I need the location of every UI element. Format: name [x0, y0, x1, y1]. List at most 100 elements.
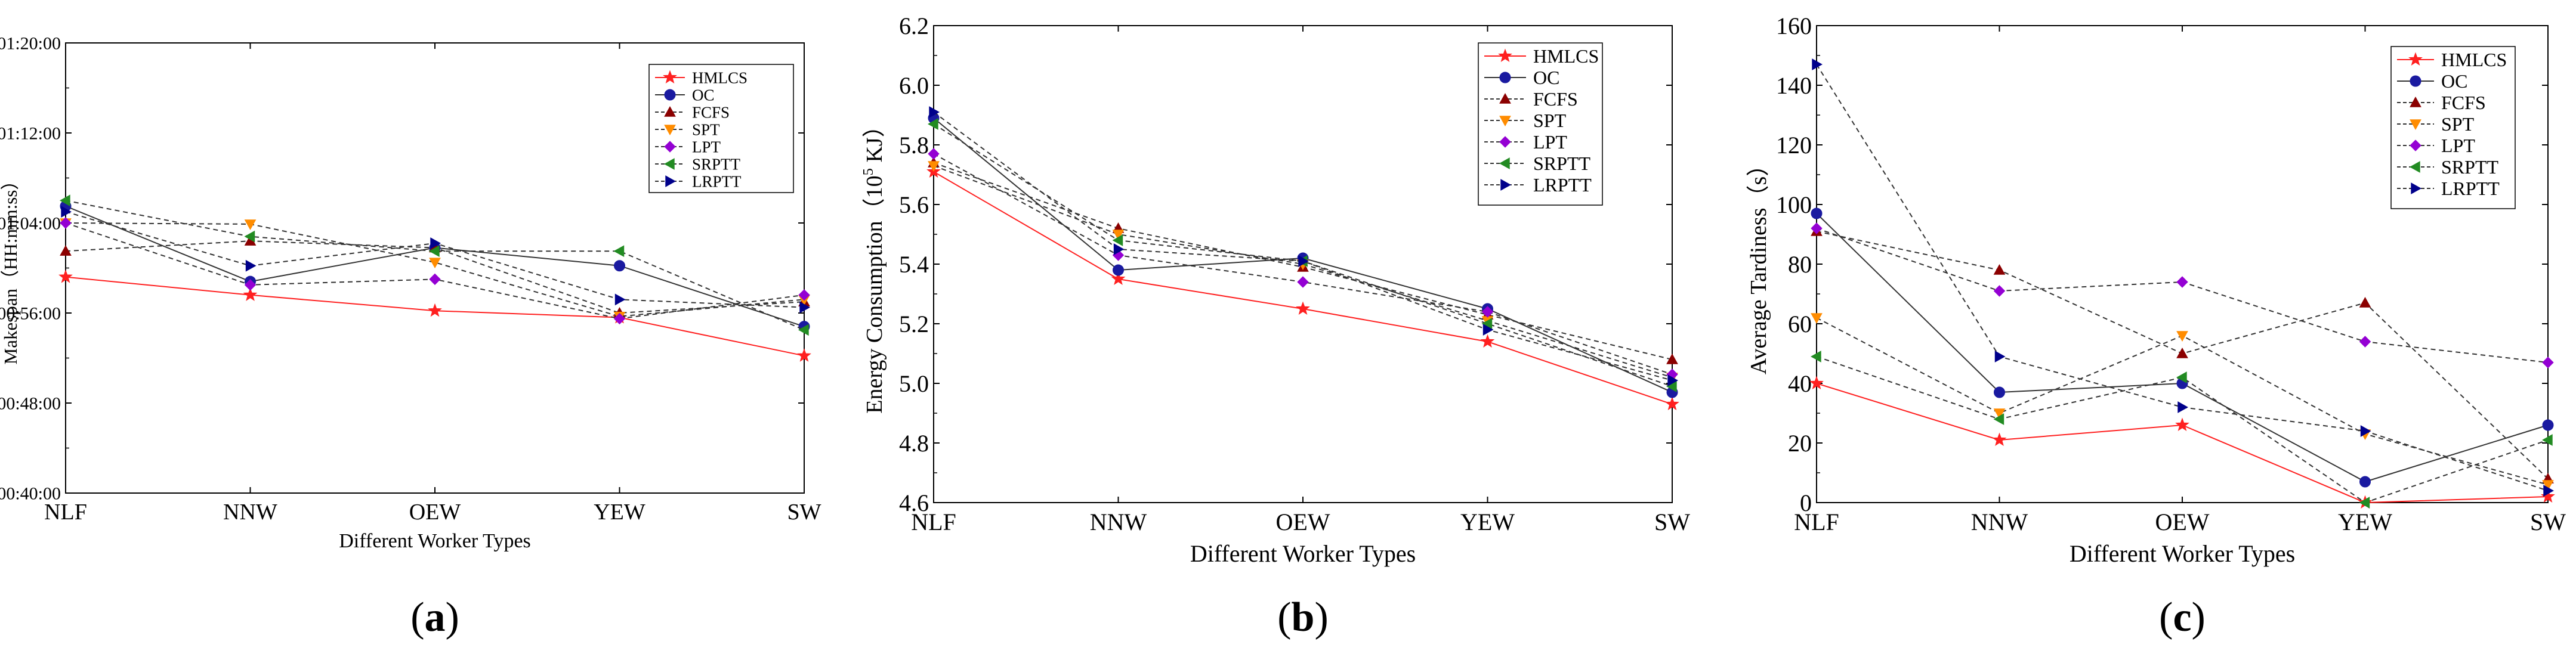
series-spt: [1811, 313, 2554, 491]
data-point: [2360, 425, 2371, 437]
data-point: [1481, 306, 1494, 318]
data-point: [614, 293, 626, 306]
data-point: [797, 348, 811, 362]
y-tick-label: 0: [1800, 489, 1812, 516]
y-tick-label: 60: [1788, 311, 1812, 337]
y-tick-label: 160: [1776, 13, 1812, 39]
legend-marker: [1499, 136, 1511, 148]
series-srptt: [59, 194, 809, 336]
legend-label: LRPTT: [1533, 174, 1592, 196]
data-point: [2542, 480, 2554, 491]
series-hmlcs: [1809, 376, 2555, 509]
legend-marker: [1498, 48, 1512, 63]
legend-label: SPT: [1533, 110, 1567, 131]
x-axis-label: Different Worker Types: [2070, 540, 2295, 567]
data-point: [1809, 376, 1824, 390]
x-axis-label: Different Worker Types: [339, 530, 531, 552]
legend-label: LRPTT: [2441, 178, 2500, 199]
data-point: [60, 217, 72, 229]
data-point: [614, 260, 625, 272]
y-tick-label: 4.8: [899, 430, 929, 457]
legend-marker: [664, 125, 676, 136]
data-point: [613, 312, 626, 325]
x-tick-label: YEW: [2338, 509, 2392, 535]
data-point: [1297, 276, 1309, 288]
y-axis-label: Makespan（HH:mm:ss）: [0, 172, 21, 365]
data-point: [1993, 285, 2006, 297]
y-tick-label: 5.0: [899, 370, 929, 397]
data-point: [429, 258, 441, 269]
y-tick-label: 5.6: [899, 191, 929, 218]
x-tick-label: NNW: [1090, 509, 1147, 535]
y-tick-label: 80: [1788, 251, 1812, 278]
data-point: [2175, 417, 2189, 432]
data-point: [1480, 334, 1495, 348]
legend-marker: [1499, 157, 1510, 169]
data-point: [428, 245, 440, 258]
data-point: [2176, 347, 2188, 358]
data-point: [928, 148, 940, 160]
data-point: [2359, 476, 2371, 488]
y-axis-label: Energy Consumption（105 KJ）: [860, 114, 887, 413]
data-point: [244, 279, 257, 291]
legend-label: HMLCS: [1533, 45, 1599, 67]
series-oc: [1811, 207, 2554, 488]
y-tick-label: 5.8: [899, 132, 929, 159]
chart-panel-b: 4.6 4.8 5.0 5.2 5.4 5.6 5.8 6.0 6.2 NLF NNW OEW YEW S…: [860, 13, 1690, 640]
y-tick-label: 4.6: [899, 489, 929, 516]
x-tick-label: NLF: [1794, 509, 1839, 535]
x-tick-label: YEW: [594, 500, 645, 525]
data-point: [1666, 353, 1678, 364]
legend-label: FCFS: [2441, 92, 2486, 113]
data-point: [59, 194, 70, 207]
data-point: [1811, 222, 1823, 234]
data-point: [245, 259, 257, 272]
legend-marker: [663, 158, 675, 170]
legend-marker: [2408, 52, 2423, 66]
data-point: [2542, 419, 2554, 431]
data-point: [2176, 276, 2188, 288]
x-tick-label: SW: [787, 500, 821, 525]
legend-marker: [2410, 75, 2421, 87]
data-point: [2177, 401, 2189, 413]
series-lpt: [1811, 222, 2554, 368]
series-line: [65, 276, 805, 357]
data-point: [61, 206, 72, 218]
data-point: [1993, 413, 2004, 425]
data-point: [430, 237, 441, 249]
data-point: [799, 301, 811, 314]
data-point: [2359, 497, 2370, 509]
data-point: [927, 118, 938, 130]
series-line: [65, 200, 805, 331]
data-point: [1112, 230, 1125, 241]
y-tick-label: 20: [1788, 430, 1812, 457]
data-point: [428, 303, 442, 317]
y-tick-label: 5.2: [899, 311, 929, 337]
legend-marker: [1499, 92, 1511, 104]
panel-label: (c): [2159, 594, 2206, 640]
legend-box: [1478, 42, 1603, 206]
data-point: [1113, 264, 1124, 276]
data-point: [1994, 351, 2006, 362]
y-tick-label: 00:48:00: [0, 394, 61, 414]
data-point: [1812, 58, 1823, 70]
legend-label: OC: [2441, 70, 2467, 92]
data-point: [2541, 489, 2555, 503]
data-point: [613, 245, 625, 258]
y-tick-label: 00:56:00: [0, 304, 61, 324]
legend-label: FCFS: [692, 103, 730, 121]
x-tick-label: SW: [1654, 509, 1690, 535]
panel-label: (b): [1277, 594, 1329, 640]
y-tick-label: 5.4: [899, 251, 929, 278]
series-lrptt: [929, 106, 1679, 386]
data-point: [929, 106, 940, 118]
y-tick-label: 120: [1776, 132, 1812, 159]
series-lpt: [60, 217, 810, 325]
x-tick-label: NLF: [44, 500, 87, 525]
legend-marker: [2411, 182, 2422, 194]
data-point: [1810, 351, 1821, 362]
x-tick-label: OEW: [1275, 509, 1330, 535]
x-tick-label: NNW: [223, 500, 277, 525]
data-point: [244, 230, 255, 243]
